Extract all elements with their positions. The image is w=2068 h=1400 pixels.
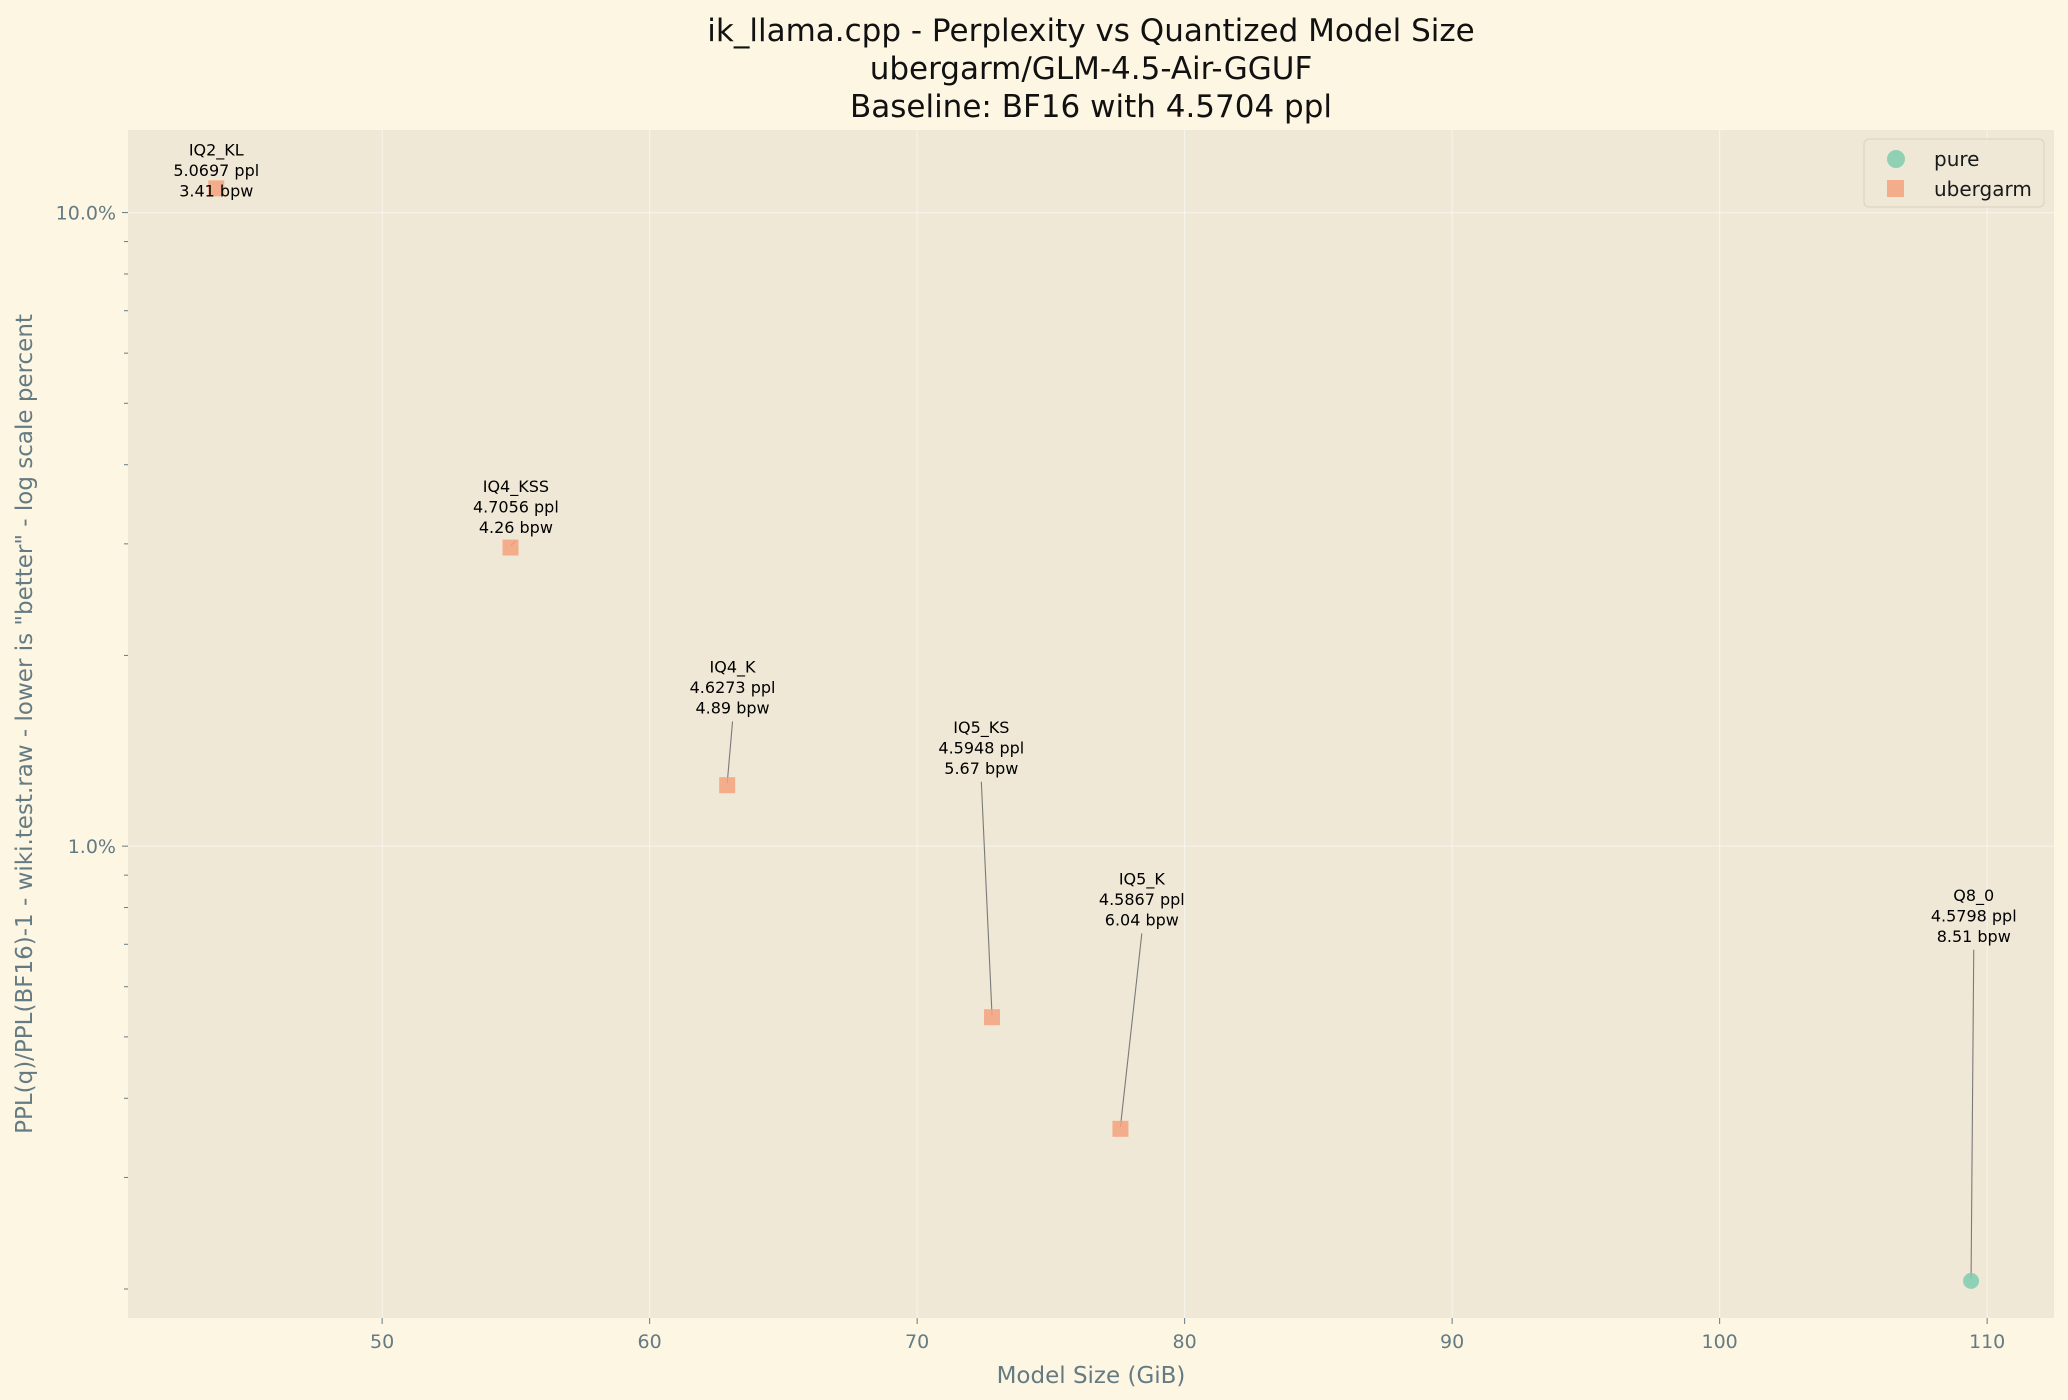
- point-annotation-line: IQ4_K: [710, 657, 756, 677]
- x-ticks: 50 60 70 80 90 100 110: [370, 1318, 2005, 1353]
- annotations: Q8_04.5798 ppl 8.51 bpw IQ2_KL5.0697 ppl 3.…: [173, 141, 2016, 946]
- point-annotation-line: 8.51 bpw: [1937, 927, 2011, 946]
- legend-pure-label: pure: [1934, 147, 1979, 171]
- point-annotation-line: 4.7056 ppl: [473, 498, 559, 517]
- y-minor-ticks: [124, 241, 128, 1290]
- annotation-leader-line: [1970, 949, 1975, 1279]
- annotation-leader-line: [1119, 933, 1143, 1127]
- point-annotation-line: 4.5798 ppl: [1931, 906, 2017, 925]
- point-annotation-line: IQ4_KSS: [483, 477, 549, 497]
- legend: pure ubergarm: [1863, 138, 2045, 208]
- y-ticks: 1.0% 10.0%: [56, 203, 128, 858]
- point-annotation-line: 4.6273 ppl: [690, 678, 776, 697]
- title-line-2: ubergarm/GLM-4.5-Air-GGUF: [870, 51, 1313, 87]
- legend-ubergarm-marker: [1887, 180, 1904, 197]
- point-annotation-line: 4.5948 ppl: [938, 738, 1024, 757]
- point-annotation-line: 6.04 bpw: [1105, 910, 1179, 929]
- x-tick-label: 110: [1969, 1331, 2005, 1353]
- x-axis-label: Model Size (GiB): [997, 1363, 1186, 1389]
- y-axis-label: PPL(q)/PPL(BF16)-1 - wiki.test.raw - low…: [12, 314, 38, 1134]
- point-annotation-line: IQ5_KS: [953, 718, 1009, 738]
- x-tick-label: 60: [638, 1331, 662, 1353]
- point-annotation-line: 4.26 bpw: [479, 518, 553, 537]
- data-marks: [208, 180, 1980, 1289]
- data-point-ubergarm: [1112, 1120, 1129, 1137]
- annotation-leader-line: [980, 781, 993, 1016]
- x-tick-label: 50: [370, 1331, 394, 1353]
- point-annotation-line: 4.89 bpw: [695, 698, 769, 717]
- legend-box: [1863, 138, 2045, 208]
- chart-title: ik_llama.cpp - Perplexity vs Quantized M…: [707, 13, 1474, 125]
- title-line-3: Baseline: BF16 with 4.5704 ppl: [850, 89, 1332, 125]
- point-annotation-line: IQ5_K: [1119, 869, 1165, 889]
- title-line-1: ik_llama.cpp - Perplexity vs Quantized M…: [707, 13, 1474, 49]
- x-tick-label: 100: [1701, 1331, 1737, 1353]
- plot-area: [128, 130, 2054, 1318]
- point-annotation-line: 5.67 bpw: [944, 759, 1018, 778]
- data-point-ubergarm: [502, 539, 519, 556]
- data-point-pure: [1963, 1272, 1980, 1289]
- y-tick-label: 1.0%: [68, 836, 116, 858]
- data-point-ubergarm: [984, 1009, 1001, 1026]
- x-tick-label: 80: [1173, 1331, 1197, 1353]
- legend-pure-marker: [1887, 150, 1905, 168]
- annotation-leader-line: [726, 721, 734, 784]
- data-point-ubergarm: [208, 180, 225, 197]
- annotation-leaders: [510, 540, 1975, 1279]
- x-tick-label: 90: [1440, 1331, 1464, 1353]
- legend-ubergarm-label: ubergarm: [1934, 177, 2032, 201]
- point-annotation-line: Q8_0: [1953, 886, 1994, 906]
- grid: [128, 130, 2054, 1318]
- data-point-ubergarm: [719, 777, 736, 794]
- point-annotation-line: IQ2_KL: [189, 141, 244, 161]
- point-annotation-line: 3.41 bpw: [179, 182, 253, 201]
- point-annotation-line: 4.5867 ppl: [1099, 890, 1185, 909]
- point-annotation-line: 5.0697 ppl: [173, 161, 259, 180]
- x-tick-label: 70: [905, 1331, 929, 1353]
- y-tick-label: 10.0%: [56, 203, 116, 225]
